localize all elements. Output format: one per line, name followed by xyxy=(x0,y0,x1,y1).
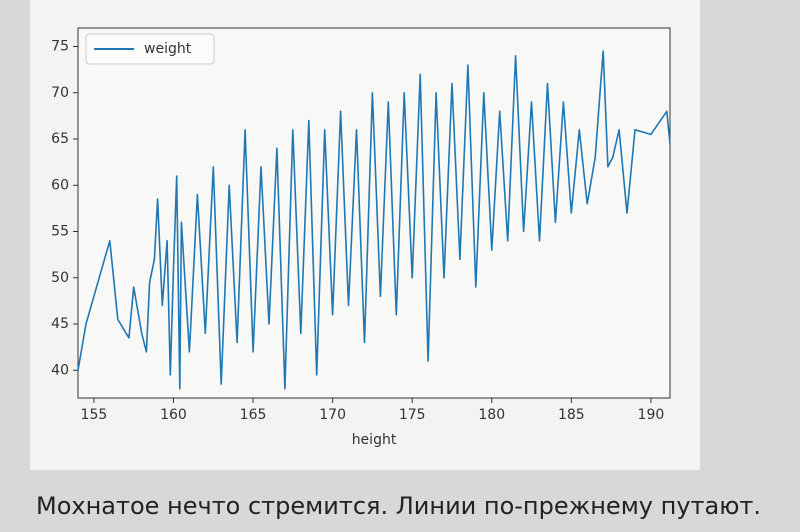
y-tick-label: 45 xyxy=(51,316,69,332)
y-tick-label: 65 xyxy=(51,131,69,147)
x-tick-label: 190 xyxy=(638,407,665,423)
y-tick-label: 75 xyxy=(51,39,69,55)
x-tick-label: 170 xyxy=(319,407,346,423)
y-tick-label: 40 xyxy=(51,362,69,378)
plot-area xyxy=(77,27,671,399)
x-tick-label: 160 xyxy=(160,407,187,423)
y-tick-label: 70 xyxy=(51,85,69,101)
x-axis-label: height xyxy=(352,432,397,448)
x-tick-label: 175 xyxy=(399,407,426,423)
legend-label: weight xyxy=(144,41,192,57)
x-tick-label: 180 xyxy=(478,407,505,423)
line-series xyxy=(77,50,671,390)
x-tick-label: 155 xyxy=(81,407,108,423)
y-tick-label: 55 xyxy=(51,224,69,240)
x-tick-label: 185 xyxy=(558,407,585,423)
chart: height 155 160 165 170 175 180 185 190 40 45 50 55 6… xyxy=(30,0,700,470)
x-tick-label: 165 xyxy=(240,407,267,423)
legend-box xyxy=(85,33,215,65)
y-tick-label: 60 xyxy=(51,177,69,193)
y-tick-label: 50 xyxy=(51,270,69,286)
caption: Мохнатое нечто стремится. Линии по-прежн… xyxy=(36,492,762,520)
